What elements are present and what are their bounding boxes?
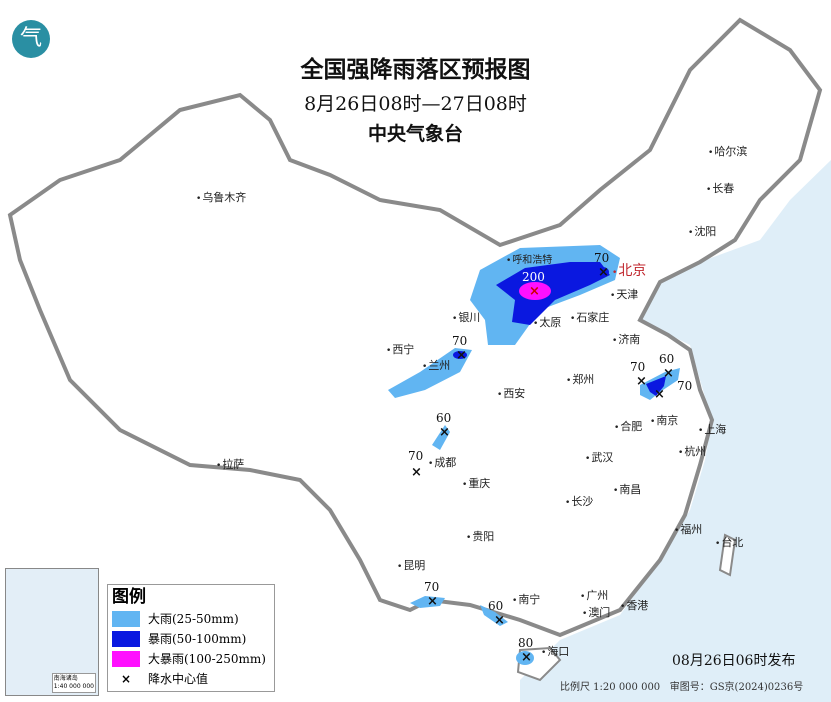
rain-center-marker: ×	[411, 465, 422, 480]
rain-center-value: 70	[452, 334, 468, 348]
forecast-period: 8月26日08时—27日08时	[304, 93, 527, 115]
rain-center-value: 200	[522, 270, 545, 284]
city-label: 香港	[620, 599, 648, 614]
south-china-sea-inset: 南海诸岛 1:40 000 000	[5, 568, 99, 696]
city-label: 长春	[706, 182, 734, 197]
rain-center-value: 60	[436, 411, 452, 425]
rain-center-value: 60	[659, 352, 675, 366]
rain-center-value: 70	[424, 580, 440, 594]
city-label: 重庆	[462, 477, 490, 492]
inset-title: 南海诸岛	[53, 675, 78, 682]
rain-center-marker: ×	[439, 425, 450, 440]
city-label: 福州	[674, 523, 702, 538]
rain-center-marker: ×	[654, 387, 665, 402]
city-label: 西安	[497, 387, 525, 402]
inset-label: 南海诸岛 1:40 000 000	[51, 673, 96, 693]
heavy-rain-area-guangxi	[480, 605, 508, 626]
legend-label: 降水中心值	[148, 672, 209, 686]
city-label: 澳门	[582, 606, 610, 621]
city-label: 合肥	[614, 420, 642, 435]
rain-center-marker: ×	[494, 613, 505, 628]
city-label: 银川	[452, 311, 480, 326]
city-label: 台北	[715, 536, 743, 551]
cross-icon: ×	[120, 672, 132, 686]
city-label: 石家庄	[570, 311, 609, 326]
legend-item-rain-center: × 降水中心值	[112, 669, 270, 689]
city-label: 贵阳	[466, 530, 494, 545]
legend-swatch	[112, 631, 140, 647]
city-label: 西宁	[386, 343, 414, 358]
review-number: 审图号：GS京(2024)0236号	[669, 682, 804, 693]
issuer: 中央气象台	[367, 123, 463, 145]
cma-logo: 气	[12, 20, 50, 58]
city-label: 哈尔滨	[708, 145, 747, 160]
rain-center-value: 60	[488, 599, 504, 613]
legend-item-rainstorm: 暴雨(50-100mm)	[112, 629, 270, 649]
city-label: 昆明	[397, 559, 425, 574]
legend-swatch	[112, 611, 140, 627]
rain-center-marker: ×	[529, 284, 540, 299]
legend-label: 大暴雨(100-250mm)	[148, 652, 266, 666]
rain-center-value: 80	[518, 636, 534, 650]
city-label: 拉萨	[216, 458, 244, 473]
issue-time: 08月26日06时发布	[672, 653, 796, 669]
legend-label: 大雨(25-50mm)	[148, 612, 239, 626]
rainstorm-jiangsu	[646, 376, 666, 396]
rain-center-value: 70	[677, 379, 693, 393]
heavy-rainstorm-area	[519, 282, 551, 300]
scale-text: 比例尺 1:20 000 000	[560, 682, 661, 693]
city-label: 济南	[612, 333, 640, 348]
heavy-rain-area-hainan	[516, 651, 534, 665]
rain-center-marker: ×	[427, 594, 438, 609]
inset-scale: 1:40 000 000	[53, 683, 94, 690]
city-label: 兰州	[422, 359, 450, 374]
legend-swatch	[112, 651, 140, 667]
rain-center-value: 70	[408, 449, 424, 463]
city-label: 乌鲁木齐	[196, 191, 246, 206]
city-label: 武汉	[585, 451, 613, 466]
legend-item-heavy-rainstorm: 大暴雨(100-250mm)	[112, 649, 270, 669]
city-label: 海口	[541, 645, 569, 660]
china-border	[7, 17, 823, 638]
city-label: 郑州	[566, 373, 594, 388]
legend-label: 暴雨(50-100mm)	[148, 632, 247, 646]
map-title: 全国强降雨落区预报图	[300, 56, 531, 83]
city-label: 上海	[698, 423, 726, 438]
legend: 图例 大雨(25-50mm) 暴雨(50-100mm) 大暴雨(100-250m…	[107, 584, 275, 692]
city-label: 北京	[612, 263, 646, 281]
scale-info: 比例尺 1:20 000 000 审图号：GS京(2024)0236号	[560, 681, 803, 694]
rain-center-marker: ×	[636, 374, 647, 389]
rain-center-marker: ×	[663, 366, 674, 381]
city-label: 成都	[428, 456, 456, 471]
rain-center-marker: ×	[456, 348, 467, 363]
city-label: 南昌	[613, 483, 641, 498]
city-label: 太原	[533, 316, 561, 331]
city-label: 长沙	[565, 495, 593, 510]
legend-item-heavy-rain: 大雨(25-50mm)	[112, 609, 270, 629]
rain-center-marker: ×	[598, 265, 609, 280]
heavy-rain-area-sichuan	[432, 425, 450, 450]
rain-center-value: 70	[630, 360, 646, 374]
city-label: 杭州	[678, 445, 706, 460]
rainstorm-beijing	[597, 267, 609, 277]
rain-center-value: 70	[594, 251, 610, 265]
city-label: 南宁	[512, 593, 540, 608]
city-label: 天津	[610, 288, 638, 303]
city-label: 南京	[650, 414, 678, 429]
rainstorm-gansu	[453, 351, 467, 359]
city-label: 沈阳	[688, 225, 716, 240]
legend-title: 图例	[112, 587, 146, 607]
sea-area	[520, 160, 831, 702]
heavy-rain-area-yunnan	[410, 596, 445, 608]
rainstorm-area-north	[496, 262, 610, 325]
rain-center-marker: ×	[521, 650, 532, 665]
city-label: 广州	[580, 589, 608, 604]
city-label: 呼和浩特	[506, 254, 552, 268]
